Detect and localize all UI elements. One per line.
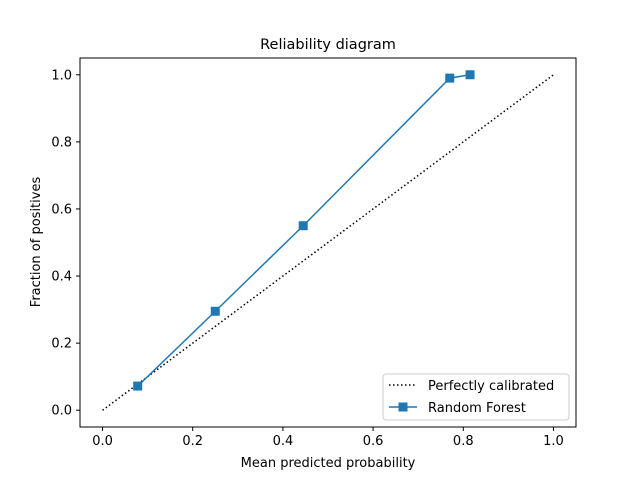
data-point-marker (465, 70, 475, 80)
y-tick-label: 0.2 (51, 337, 72, 352)
plot-area (102, 70, 554, 411)
x-tick-label: 0.4 (273, 434, 294, 449)
legend-label-perfectly-calibrated: Perfectly calibrated (428, 379, 554, 394)
x-axis-label: Mean predicted probability (241, 456, 416, 471)
x-tick-label: 0.6 (363, 434, 384, 449)
legend: Perfectly calibrated Random Forest (382, 373, 570, 421)
y-axis-ticks: 0.0 0.2 0.4 0.6 0.8 1.0 (51, 68, 80, 419)
data-point-marker (298, 221, 308, 231)
y-tick-label: 0.6 (51, 202, 72, 217)
y-tick-label: 0.0 (51, 404, 72, 419)
legend-square-marker-icon (398, 402, 408, 412)
y-tick-label: 1.0 (51, 68, 72, 83)
x-tick-label: 0.8 (453, 434, 474, 449)
chart-title: Reliability diagram (260, 37, 396, 53)
y-tick-label: 0.4 (51, 270, 72, 285)
legend-label-random-forest: Random Forest (428, 401, 526, 416)
x-axis-ticks: 0.0 0.2 0.4 0.6 0.8 1.0 (92, 427, 564, 449)
y-axis-label: Fraction of positives (29, 177, 44, 308)
x-tick-label: 0.2 (182, 434, 203, 449)
data-point-marker (210, 306, 220, 316)
series-line-0 (102, 74, 554, 411)
x-tick-label: 1.0 (543, 434, 564, 449)
data-point-marker (133, 381, 143, 391)
x-tick-label: 0.0 (92, 434, 113, 449)
legend-frame (382, 373, 570, 421)
data-point-marker (445, 73, 455, 83)
y-tick-label: 0.8 (51, 135, 72, 150)
axes-frame (79, 57, 577, 428)
